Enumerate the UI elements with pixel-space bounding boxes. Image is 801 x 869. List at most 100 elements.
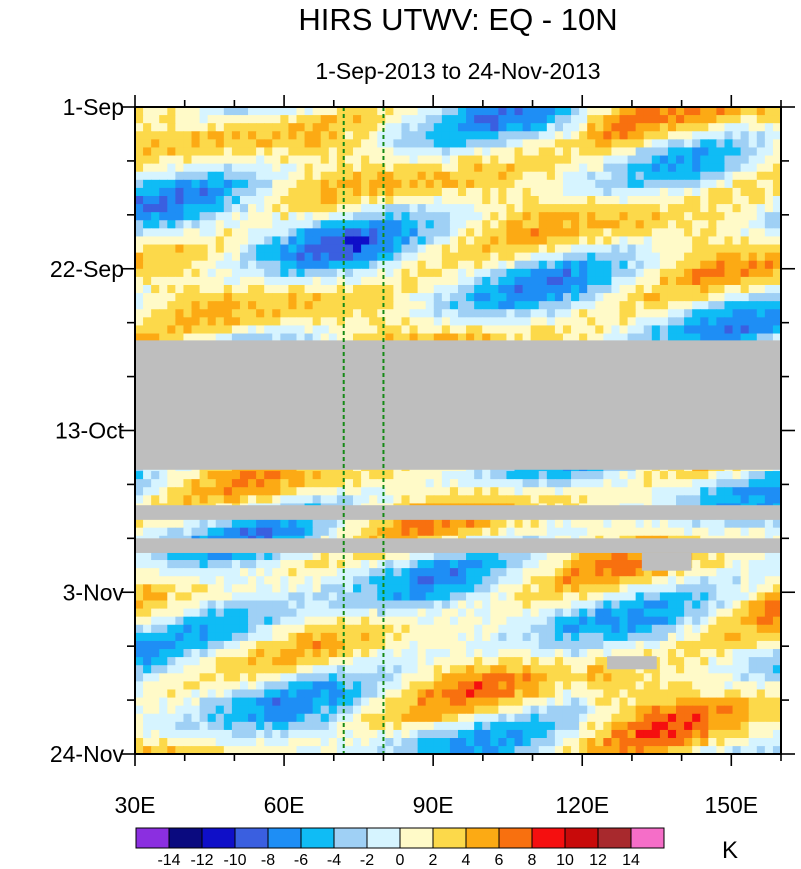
field-cell	[393, 487, 403, 496]
field-cell	[377, 479, 386, 488]
field-cell	[272, 551, 281, 561]
field-cell	[627, 560, 637, 569]
field-cell	[579, 576, 588, 585]
field-cell	[425, 568, 435, 577]
field-cell	[143, 155, 152, 165]
field-cell	[522, 560, 532, 569]
field-cell	[651, 163, 661, 173]
field-cell	[159, 268, 168, 278]
field-cell	[498, 592, 508, 602]
field-cell	[320, 600, 330, 610]
field-cell	[353, 317, 362, 327]
field-cell	[684, 600, 693, 610]
field-cell	[692, 576, 701, 585]
field-cell	[587, 155, 596, 165]
field-cell	[724, 519, 734, 529]
field-cell	[336, 268, 346, 278]
field-cell	[304, 131, 314, 140]
field-cell	[304, 195, 314, 205]
field-cell	[312, 236, 322, 246]
field-cell	[667, 236, 677, 246]
field-cell	[369, 268, 378, 278]
field-cell	[764, 236, 774, 246]
field-cell	[256, 495, 265, 505]
field-cell	[562, 212, 572, 221]
field-cell	[506, 155, 516, 165]
field-cell	[361, 195, 370, 205]
field-cell	[336, 317, 346, 327]
field-cell	[272, 260, 281, 270]
field-cell	[248, 147, 257, 157]
field-cell	[635, 195, 645, 205]
field-cell	[369, 212, 378, 221]
field-cell	[143, 252, 152, 262]
field-cell	[466, 236, 475, 246]
field-cell	[135, 147, 144, 157]
field-cell	[676, 317, 685, 327]
field-cell	[207, 236, 217, 246]
field-cell	[199, 252, 209, 262]
field-cell	[756, 568, 766, 577]
field-cell	[764, 212, 774, 221]
field-cell	[716, 252, 726, 262]
field-cell	[401, 276, 411, 286]
field-cell	[223, 131, 233, 140]
field-cell	[433, 284, 443, 294]
field-cell	[611, 527, 621, 537]
field-cell	[514, 560, 524, 569]
field-cell	[239, 301, 249, 310]
field-cell	[296, 195, 306, 205]
field-cell	[466, 123, 475, 132]
field-cell	[538, 471, 548, 480]
field-cell	[756, 600, 766, 610]
field-cell	[546, 325, 556, 335]
field-cell	[288, 179, 298, 189]
field-cell	[772, 131, 781, 140]
field-cell	[143, 576, 152, 585]
field-cell	[611, 115, 621, 124]
field-cell	[135, 171, 144, 181]
field-cell	[151, 204, 160, 213]
field-cell	[167, 115, 176, 124]
field-cell	[474, 228, 483, 238]
field-cell	[651, 479, 661, 488]
field-cell	[417, 527, 427, 537]
field-cell	[191, 220, 201, 229]
field-cell	[167, 325, 176, 335]
field-cell	[538, 244, 548, 254]
field-cell	[546, 284, 556, 294]
field-cell	[740, 568, 750, 577]
field-cell	[304, 260, 314, 270]
field-cell	[538, 325, 548, 335]
field-cell	[256, 325, 265, 335]
field-cell	[579, 212, 588, 221]
field-cell	[143, 471, 152, 480]
field-cell	[215, 123, 225, 132]
field-cell	[587, 163, 596, 173]
field-cell	[474, 600, 483, 610]
field-cell	[409, 487, 419, 496]
field-cell	[425, 244, 435, 254]
field-cell	[385, 608, 394, 618]
field-cell	[579, 495, 588, 505]
field-cell	[183, 147, 193, 157]
field-cell	[231, 333, 241, 343]
field-cell	[490, 479, 499, 488]
field-cell	[377, 527, 386, 537]
field-cell	[619, 171, 629, 181]
field-cell	[490, 244, 499, 254]
field-cell	[320, 276, 330, 286]
field-cell	[159, 284, 168, 294]
field-cell	[554, 236, 564, 246]
field-cell	[369, 309, 378, 318]
field-cell	[571, 204, 580, 213]
field-cell	[328, 204, 338, 213]
field-cell	[506, 487, 516, 496]
field-cell	[344, 317, 354, 327]
field-cell	[530, 479, 540, 488]
field-cell	[433, 317, 443, 327]
field-cell	[506, 228, 516, 238]
field-cell	[207, 325, 217, 335]
field-cell	[530, 487, 540, 496]
field-cell	[546, 560, 556, 569]
